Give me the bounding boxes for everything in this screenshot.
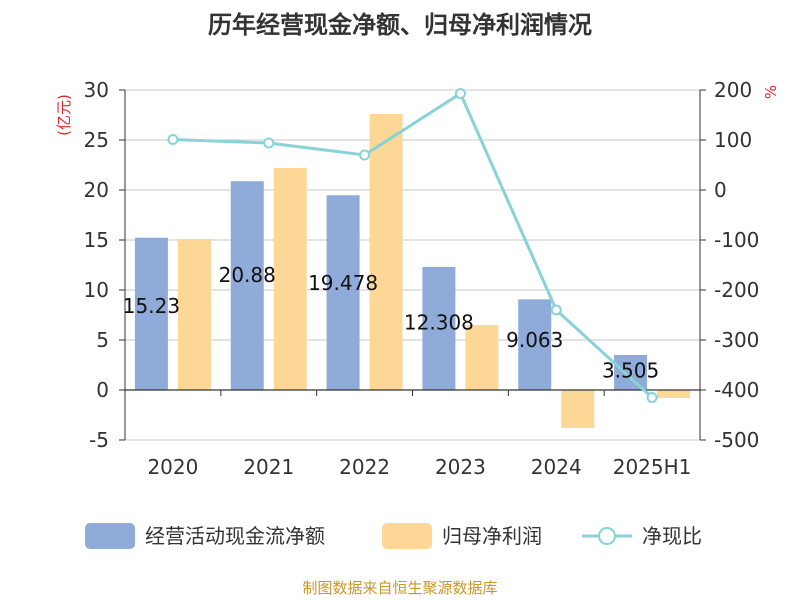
legend-label: 净现比 — [642, 524, 702, 548]
x-tick-label: 2021 — [243, 455, 294, 479]
bar — [273, 168, 307, 390]
bar-value-label: 12.308 — [404, 310, 474, 334]
bar — [326, 195, 360, 390]
ratio-line — [167, 88, 658, 403]
bar — [518, 299, 552, 390]
right-tick-label: 200 — [714, 78, 752, 102]
ratio-point — [646, 392, 658, 403]
ratio-point — [454, 88, 466, 99]
right-tick-label: -200 — [714, 278, 759, 302]
right-tick-label: -400 — [714, 378, 759, 402]
data-labels: 15.23 20.88 19.478 12.308 9.063 3.505 — [123, 263, 659, 383]
ratio-point — [550, 304, 562, 316]
bar — [230, 181, 264, 390]
right-axis-unit: % — [762, 85, 780, 99]
ratio-point — [359, 149, 371, 161]
legend-swatch — [85, 523, 135, 549]
bar-value-label: 15.23 — [123, 294, 180, 318]
bar-value-label: 19.478 — [308, 271, 378, 295]
right-tick-label: 100 — [714, 128, 752, 152]
left-tick-label: 30 — [84, 78, 109, 102]
bar-value-label: 3.505 — [602, 359, 659, 383]
bar — [465, 325, 499, 390]
right-tick-label: -100 — [714, 228, 759, 252]
bar — [177, 239, 211, 390]
chart-title: 历年经营现金净额、归母净利润情况 — [208, 11, 592, 39]
bar — [369, 114, 403, 390]
left-tick-label: -5 — [89, 428, 109, 452]
left-tick-label: 20 — [84, 178, 109, 202]
bar — [614, 354, 648, 390]
x-tick-label: 2022 — [339, 455, 390, 479]
bar — [657, 390, 691, 398]
left-tick-label: 25 — [84, 128, 109, 152]
ratio-point — [263, 137, 275, 149]
x-tick-label: 2023 — [435, 455, 486, 479]
bar — [134, 237, 168, 390]
left-tick-label: 5 — [96, 328, 109, 352]
ratio-point — [167, 134, 179, 145]
legend: 经营活动现金流净额 归母净利润 净现比 — [85, 523, 702, 549]
source-note: 制图数据来自恒生聚源数据库 — [302, 579, 497, 597]
left-tick-label: 0 — [96, 378, 109, 402]
right-tick-label: 0 — [714, 178, 727, 202]
left-tick-label: 15 — [84, 228, 109, 252]
gridlines — [125, 89, 700, 441]
legend-swatch — [382, 523, 432, 549]
bar — [422, 266, 456, 390]
bar-value-label: 20.88 — [219, 263, 276, 287]
x-tick-label: 2025H1 — [613, 455, 692, 479]
left-axis-unit: (亿元) — [55, 94, 73, 136]
ratio-line-path — [172, 91, 654, 399]
axes: -5 0 5 10 15 20 25 30 -500 -400 -300 -200 -100 0 100 20… — [84, 78, 760, 479]
bar-value-label: 9.063 — [506, 328, 563, 352]
legend-label: 经营活动现金流净额 — [145, 524, 325, 548]
legend-marker — [598, 527, 616, 545]
legend-label: 归母净利润 — [442, 524, 542, 548]
right-tick-label: -300 — [714, 328, 759, 352]
left-tick-label: 10 — [84, 278, 109, 302]
x-tick-label: 2024 — [531, 455, 582, 479]
x-tick-label: 2020 — [147, 455, 198, 479]
bars — [134, 114, 691, 428]
right-tick-label: -500 — [714, 428, 759, 452]
bar — [561, 390, 595, 428]
